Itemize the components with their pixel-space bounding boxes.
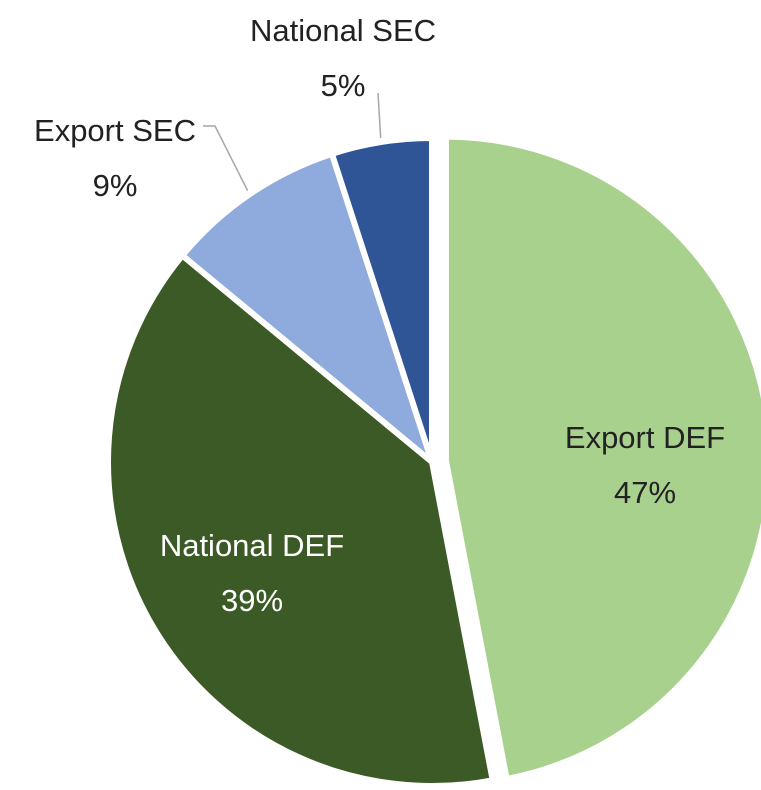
slice-label: Export SEC (34, 113, 196, 148)
pie-slice (179, 150, 435, 465)
slice-label: Export DEF (565, 420, 725, 455)
leader-line (203, 125, 249, 192)
pie-slice (442, 133, 761, 782)
value-label: 47% (614, 475, 676, 510)
value-label: 5% (321, 68, 366, 103)
slice-label: National SEC (250, 13, 436, 48)
slice-label: National DEF (160, 528, 344, 563)
leader-line (377, 92, 382, 139)
value-label: 39% (221, 583, 283, 618)
value-label: 9% (93, 168, 138, 203)
pie-slice (105, 252, 496, 789)
pie-slice (328, 135, 435, 465)
